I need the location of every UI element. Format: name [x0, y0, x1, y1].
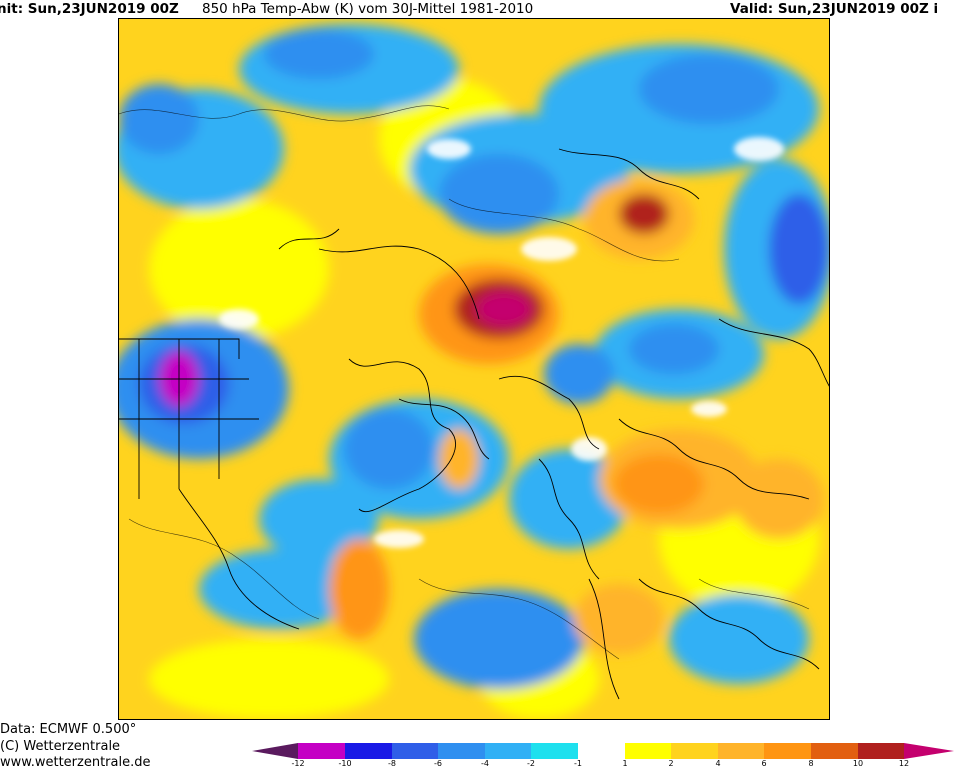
legend-segment-6-8: [764, 743, 811, 759]
legend-segment-4-6: [718, 743, 764, 759]
legend-segment-1-2: [625, 743, 671, 759]
temperature-anomaly-map[interactable]: [118, 18, 830, 720]
website-label: www.wetterzentrale.de: [0, 755, 151, 770]
legend-segment--6--4: [438, 743, 485, 759]
copyright-label: (C) Wetterzentrale: [0, 739, 121, 754]
legend-segment--8--6: [392, 743, 438, 759]
legend-tick: 2: [668, 759, 674, 768]
legend-segment--4--2: [485, 743, 531, 759]
map-title: 850 hPa Temp-Abw (K) vom 30J-Mittel 1981…: [202, 1, 534, 17]
legend-tick: -12: [291, 759, 305, 768]
legend-tick: -2: [527, 759, 535, 768]
legend-segment--12--10: [298, 743, 345, 759]
legend-tick: -1: [574, 759, 582, 768]
legend-segment-8-10: [811, 743, 858, 759]
legend-tick-labels: -12 -10 -8 -6 -4 -2 -1 1 2 4 6 8 10 12: [0, 759, 956, 770]
legend-segment--2--1: [531, 743, 578, 759]
valid-time-label: Valid: Sun,23JUN2019 00Z i: [730, 1, 939, 17]
legend-segment--10--8: [345, 743, 392, 759]
zero-contours: [119, 105, 810, 660]
coastline-overlay: [119, 148, 829, 700]
color-legend-bar: [252, 743, 954, 759]
map-canvas: [119, 19, 829, 719]
legend-segment-above-12: [904, 743, 954, 759]
legend-tick: 1: [622, 759, 628, 768]
legend-tick: 8: [808, 759, 814, 768]
legend-segment-10-12: [858, 743, 904, 759]
legend-tick: -4: [481, 759, 489, 768]
header-bar: nit: Sun,23JUN2019 00Z 850 hPa Temp-Abw …: [0, 0, 956, 18]
data-source-label: Data: ECMWF 0.500°: [0, 722, 137, 737]
legend-tick: 10: [852, 759, 864, 768]
legend-tick: -8: [388, 759, 396, 768]
legend-tick: 6: [761, 759, 767, 768]
legend-segment-below--12: [252, 743, 298, 759]
legend-tick: 12: [898, 759, 910, 768]
init-time-label: nit: Sun,23JUN2019 00Z: [0, 1, 179, 17]
legend-tick: -6: [434, 759, 442, 768]
legend-segment-2-4: [671, 743, 718, 759]
legend-tick: -10: [338, 759, 352, 768]
legend-tick: 4: [715, 759, 721, 768]
legend-segment--1-1: [578, 743, 625, 759]
near-zero-patches: [219, 137, 784, 548]
